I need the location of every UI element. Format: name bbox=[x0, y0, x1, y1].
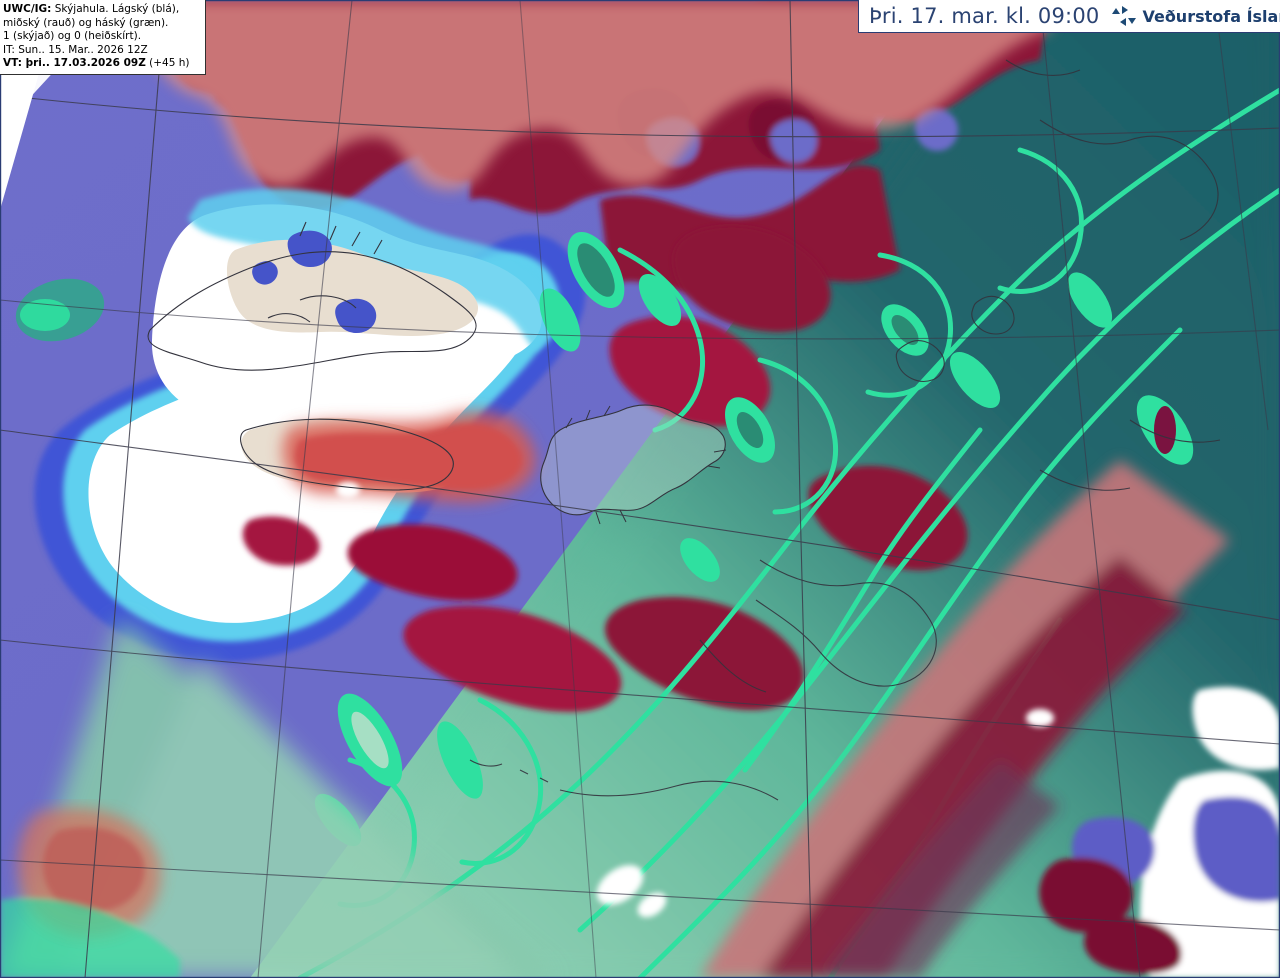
low-cloud-southeast-patches bbox=[1039, 686, 1280, 978]
legend-line-2: miðský (rauð) og háský (græn). bbox=[3, 16, 169, 29]
forecast-datetime: Þri. 17. mar. kl. 09:00 bbox=[869, 4, 1100, 28]
valid-time-lead: (+45 h) bbox=[145, 57, 190, 70]
valid-time-value: VT: þri.. 17.03.2026 09Z bbox=[3, 57, 146, 70]
pinwheel-compass-icon bbox=[1112, 6, 1137, 26]
legend-line-1-rest: Skýjahula. Lágský (blá), bbox=[51, 3, 180, 15]
mid-cloud-salmon-halo bbox=[120, 0, 1060, 191]
product-code: UWC/IG: bbox=[3, 3, 52, 15]
coastlines-northwest-europe bbox=[469, 59, 1221, 801]
legend-valid-time: VT: þri.. 17.03.2026 09Z (+45 h) bbox=[3, 57, 202, 71]
header-bar: Þri. 17. mar. kl. 09:00 Veðurstofa Íslan… bbox=[858, 0, 1280, 33]
legend-line-3: 1 (skýjað) og 0 (heiðskírt). bbox=[3, 30, 142, 43]
high-cloud-green-cells bbox=[15, 232, 1194, 847]
veduerstofa-logo[interactable]: Veðurstofa Íslands bbox=[1111, 5, 1280, 27]
legend-info-box: UWC/IG: Skýjahula. Lágský (blá), miðský … bbox=[0, 0, 206, 75]
brand-name: Veðurstofa Íslands bbox=[1142, 6, 1280, 26]
legend-init-time: IT: Sun.. 15. Mar.. 2026 12Z bbox=[3, 43, 148, 56]
mid-cloud-red-iceland bbox=[242, 225, 968, 712]
iceland-landmass bbox=[540, 404, 727, 525]
legend-line-1: UWC/IG: Skýjahula. Lágský (blá), bbox=[3, 3, 202, 17]
